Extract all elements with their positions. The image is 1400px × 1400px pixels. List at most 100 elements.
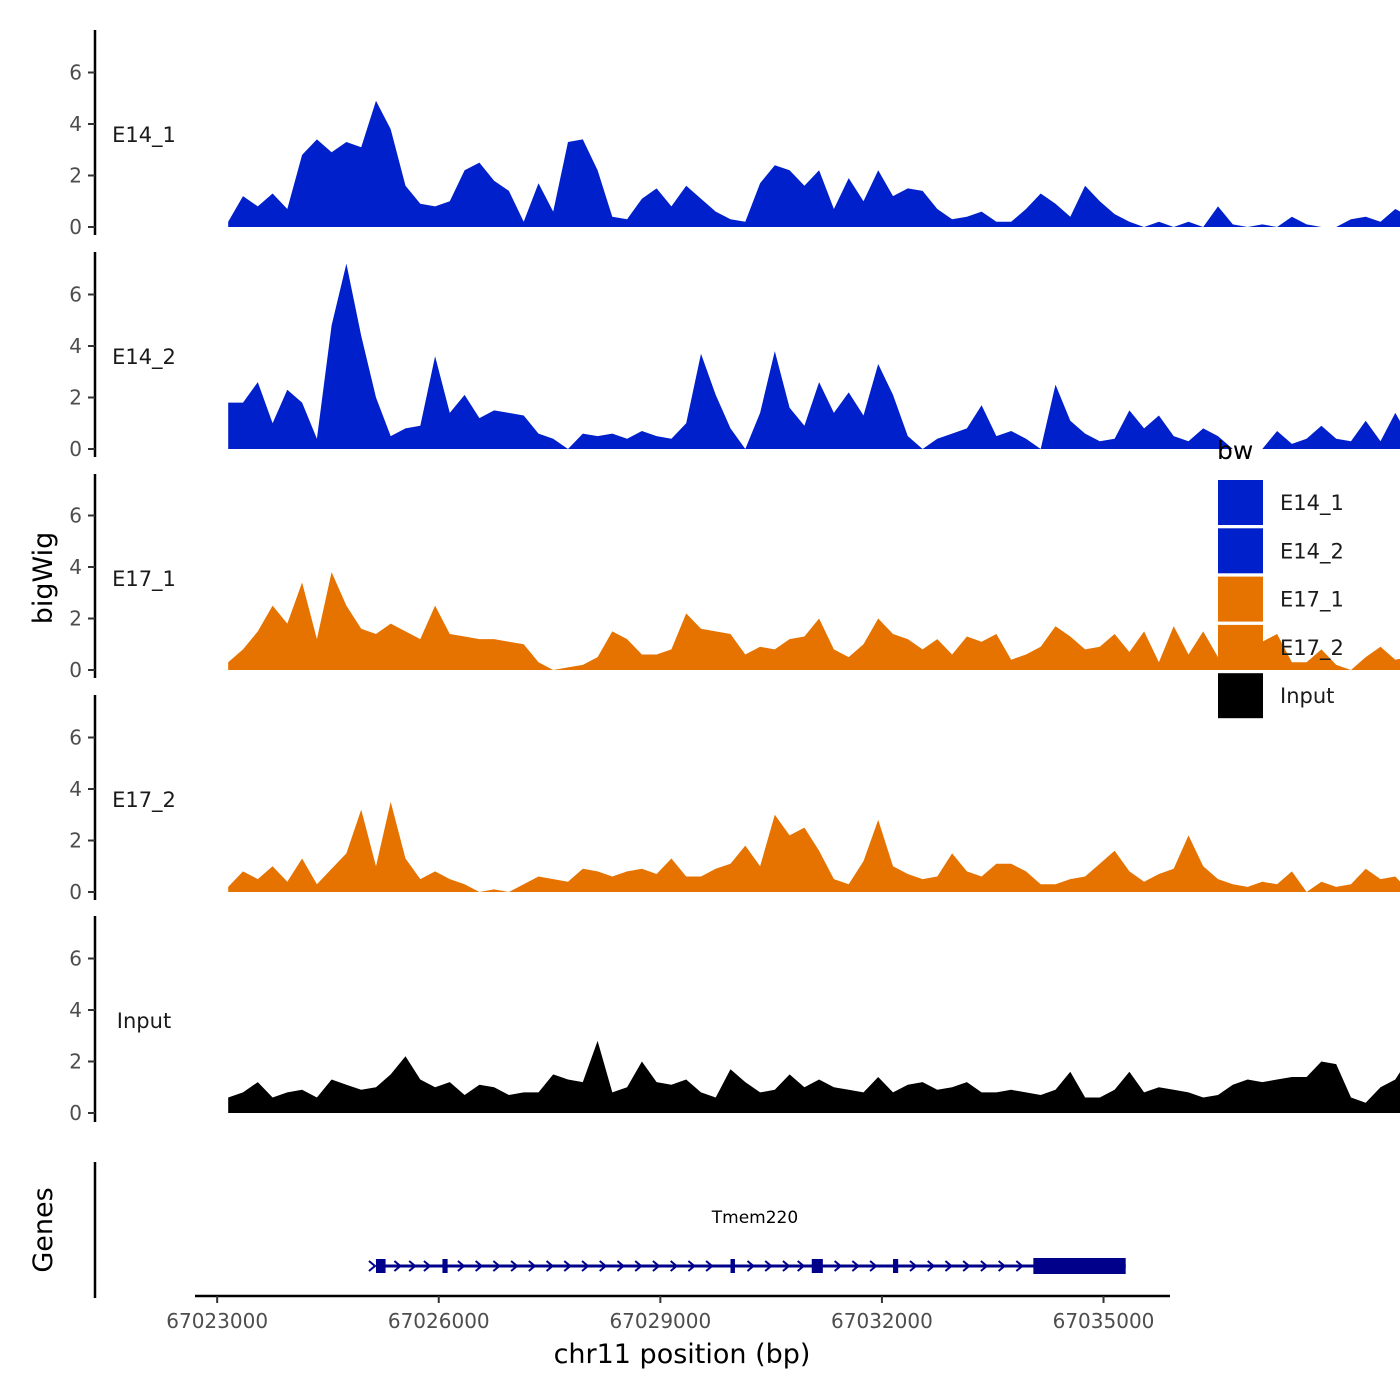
legend-label: Input xyxy=(1280,684,1334,708)
gene-strand-arrow xyxy=(368,1260,377,1272)
y-tick-label: 6 xyxy=(69,726,82,750)
legend-entry: E17_2 xyxy=(1218,624,1344,670)
gene-strand-arrow xyxy=(545,1260,555,1272)
coverage-area-e17-2 xyxy=(228,801,1400,892)
y-tick-label: 4 xyxy=(69,555,82,579)
gene-strand-arrow xyxy=(652,1260,661,1272)
gene-strand-arrow xyxy=(797,1260,806,1272)
track-e17-2: 0 2 4 6 E17_2 xyxy=(69,695,1400,904)
gene-exon xyxy=(442,1259,448,1273)
track-label: E17_1 xyxy=(112,567,176,592)
track-label: E17_2 xyxy=(112,788,176,813)
y-tick-label: 2 xyxy=(69,1050,82,1074)
track-e17-1: 0 2 4 6 E17_1 xyxy=(69,474,1400,682)
gene-strand-arrow xyxy=(962,1260,971,1272)
gene-strand-arrow xyxy=(705,1260,714,1272)
genes-axis-title: Genes xyxy=(28,1187,59,1272)
track-e14-1: 0 2 4 6 E14_1 xyxy=(69,30,1400,239)
gene-strand-arrow xyxy=(1015,1260,1024,1272)
gene-exon xyxy=(893,1259,899,1273)
gene-strand-arrow xyxy=(581,1260,590,1272)
legend-entry: E17_1 xyxy=(1218,576,1344,622)
x-tick-label: 67023000 xyxy=(166,1309,268,1333)
gene-strand-arrow xyxy=(980,1260,989,1272)
x-tick-label: 67029000 xyxy=(609,1309,711,1333)
legend-entries: E14_1 E14_2 E17_1 E17_2 Input xyxy=(1218,480,1344,719)
legend-swatch xyxy=(1218,576,1263,622)
gene-strand-arrow xyxy=(746,1260,756,1272)
x-axis: 67023000 67026000 67029000 67032000 67035000… xyxy=(166,1294,1170,1370)
genes-panel: Tmem220 Genes xyxy=(28,1162,1126,1298)
gene-strand-arrow xyxy=(616,1260,626,1272)
gene-strand-arrow xyxy=(764,1260,773,1272)
gene-strand-arrow xyxy=(997,1260,1007,1272)
gene-strand-arrow xyxy=(869,1260,878,1272)
gene-strand-arrow xyxy=(634,1260,643,1272)
gene-strand-arrow xyxy=(599,1260,608,1272)
gene-model xyxy=(368,1258,1126,1274)
legend-swatch xyxy=(1218,624,1263,670)
y-tick-label: 0 xyxy=(69,437,82,461)
x-axis-title: chr11 position (bp) xyxy=(554,1339,811,1370)
coverage-tracks: 0 2 4 6 E14_1 0 2 4 6 E14_2 0 2 4 6 E17_1 0 2 4 6 E17_2 0 2 4 6… xyxy=(69,30,1400,1125)
gene-strand-arrow xyxy=(833,1260,843,1272)
coverage-area-e14-1 xyxy=(228,100,1400,227)
legend-title: bw xyxy=(1217,436,1253,465)
track-label: Input xyxy=(117,1009,171,1033)
y-tick-label: 6 xyxy=(69,504,82,528)
gene-strand-arrow xyxy=(492,1260,501,1272)
legend-entry: E14_2 xyxy=(1218,528,1344,574)
gene-strand-arrow xyxy=(510,1260,519,1272)
x-tick-label: 67026000 xyxy=(388,1309,490,1333)
y-tick-label: 0 xyxy=(69,215,82,239)
y-tick-label: 0 xyxy=(69,1101,82,1125)
y-tick-label: 2 xyxy=(69,829,82,853)
gene-strand-arrow xyxy=(408,1260,417,1272)
y-tick-label: 0 xyxy=(69,880,82,904)
y-tick-label: 6 xyxy=(69,61,82,85)
gene-strand-arrow xyxy=(927,1260,936,1272)
gene-strand-arrow xyxy=(782,1260,791,1272)
gene-strand-arrow xyxy=(528,1260,537,1272)
x-axis-ticks: 67023000 67026000 67029000 67032000 67035000 xyxy=(166,1296,1154,1333)
coverage-area-input xyxy=(228,1040,1400,1113)
legend-entry: E14_1 xyxy=(1218,480,1344,525)
track-e14-2: 0 2 4 6 E14_2 xyxy=(69,252,1400,461)
x-tick-label: 67032000 xyxy=(831,1309,933,1333)
legend-label: E14_2 xyxy=(1280,539,1344,564)
y-tick-label: 4 xyxy=(69,998,82,1022)
y-tick-label: 2 xyxy=(69,164,82,188)
y-axis-title: bigWig xyxy=(28,532,59,625)
legend-label: E17_2 xyxy=(1280,636,1344,661)
legend-swatch xyxy=(1218,528,1263,574)
gene-strand-arrow xyxy=(851,1260,860,1272)
x-tick-label: 67035000 xyxy=(1053,1309,1155,1333)
gene-label-tmem220: Tmem220 xyxy=(711,1208,798,1228)
gene-strand-arrow xyxy=(687,1260,696,1272)
y-tick-label: 6 xyxy=(69,283,82,307)
gene-strand-arrow xyxy=(474,1260,484,1272)
gene-strand-arrow xyxy=(457,1260,466,1272)
gene-strand-arrow xyxy=(393,1260,402,1272)
y-tick-label: 6 xyxy=(69,947,82,971)
coverage-area-e14-2 xyxy=(228,263,1400,449)
legend-swatch xyxy=(1218,673,1263,719)
gene-exon xyxy=(811,1259,823,1273)
gene-strand-arrow xyxy=(563,1260,572,1272)
gene-exon xyxy=(730,1259,735,1273)
y-tick-label: 2 xyxy=(69,607,82,631)
gene-exon xyxy=(375,1259,386,1273)
gene-strand-arrow xyxy=(909,1260,918,1272)
gene-strand-arrow xyxy=(423,1260,432,1272)
legend-label: E14_1 xyxy=(1280,491,1344,516)
legend-label: E17_1 xyxy=(1280,588,1344,613)
legend: bw E14_1 E14_2 E17_1 E17_2 Input xyxy=(1217,436,1344,719)
gene-strand-arrow xyxy=(944,1260,953,1272)
gene-exon xyxy=(1033,1258,1126,1274)
y-tick-label: 0 xyxy=(69,658,82,682)
gene-strand-arrow xyxy=(669,1260,679,1272)
track-label: E14_2 xyxy=(112,345,176,370)
track-input: 0 2 4 6 Input xyxy=(69,916,1400,1125)
